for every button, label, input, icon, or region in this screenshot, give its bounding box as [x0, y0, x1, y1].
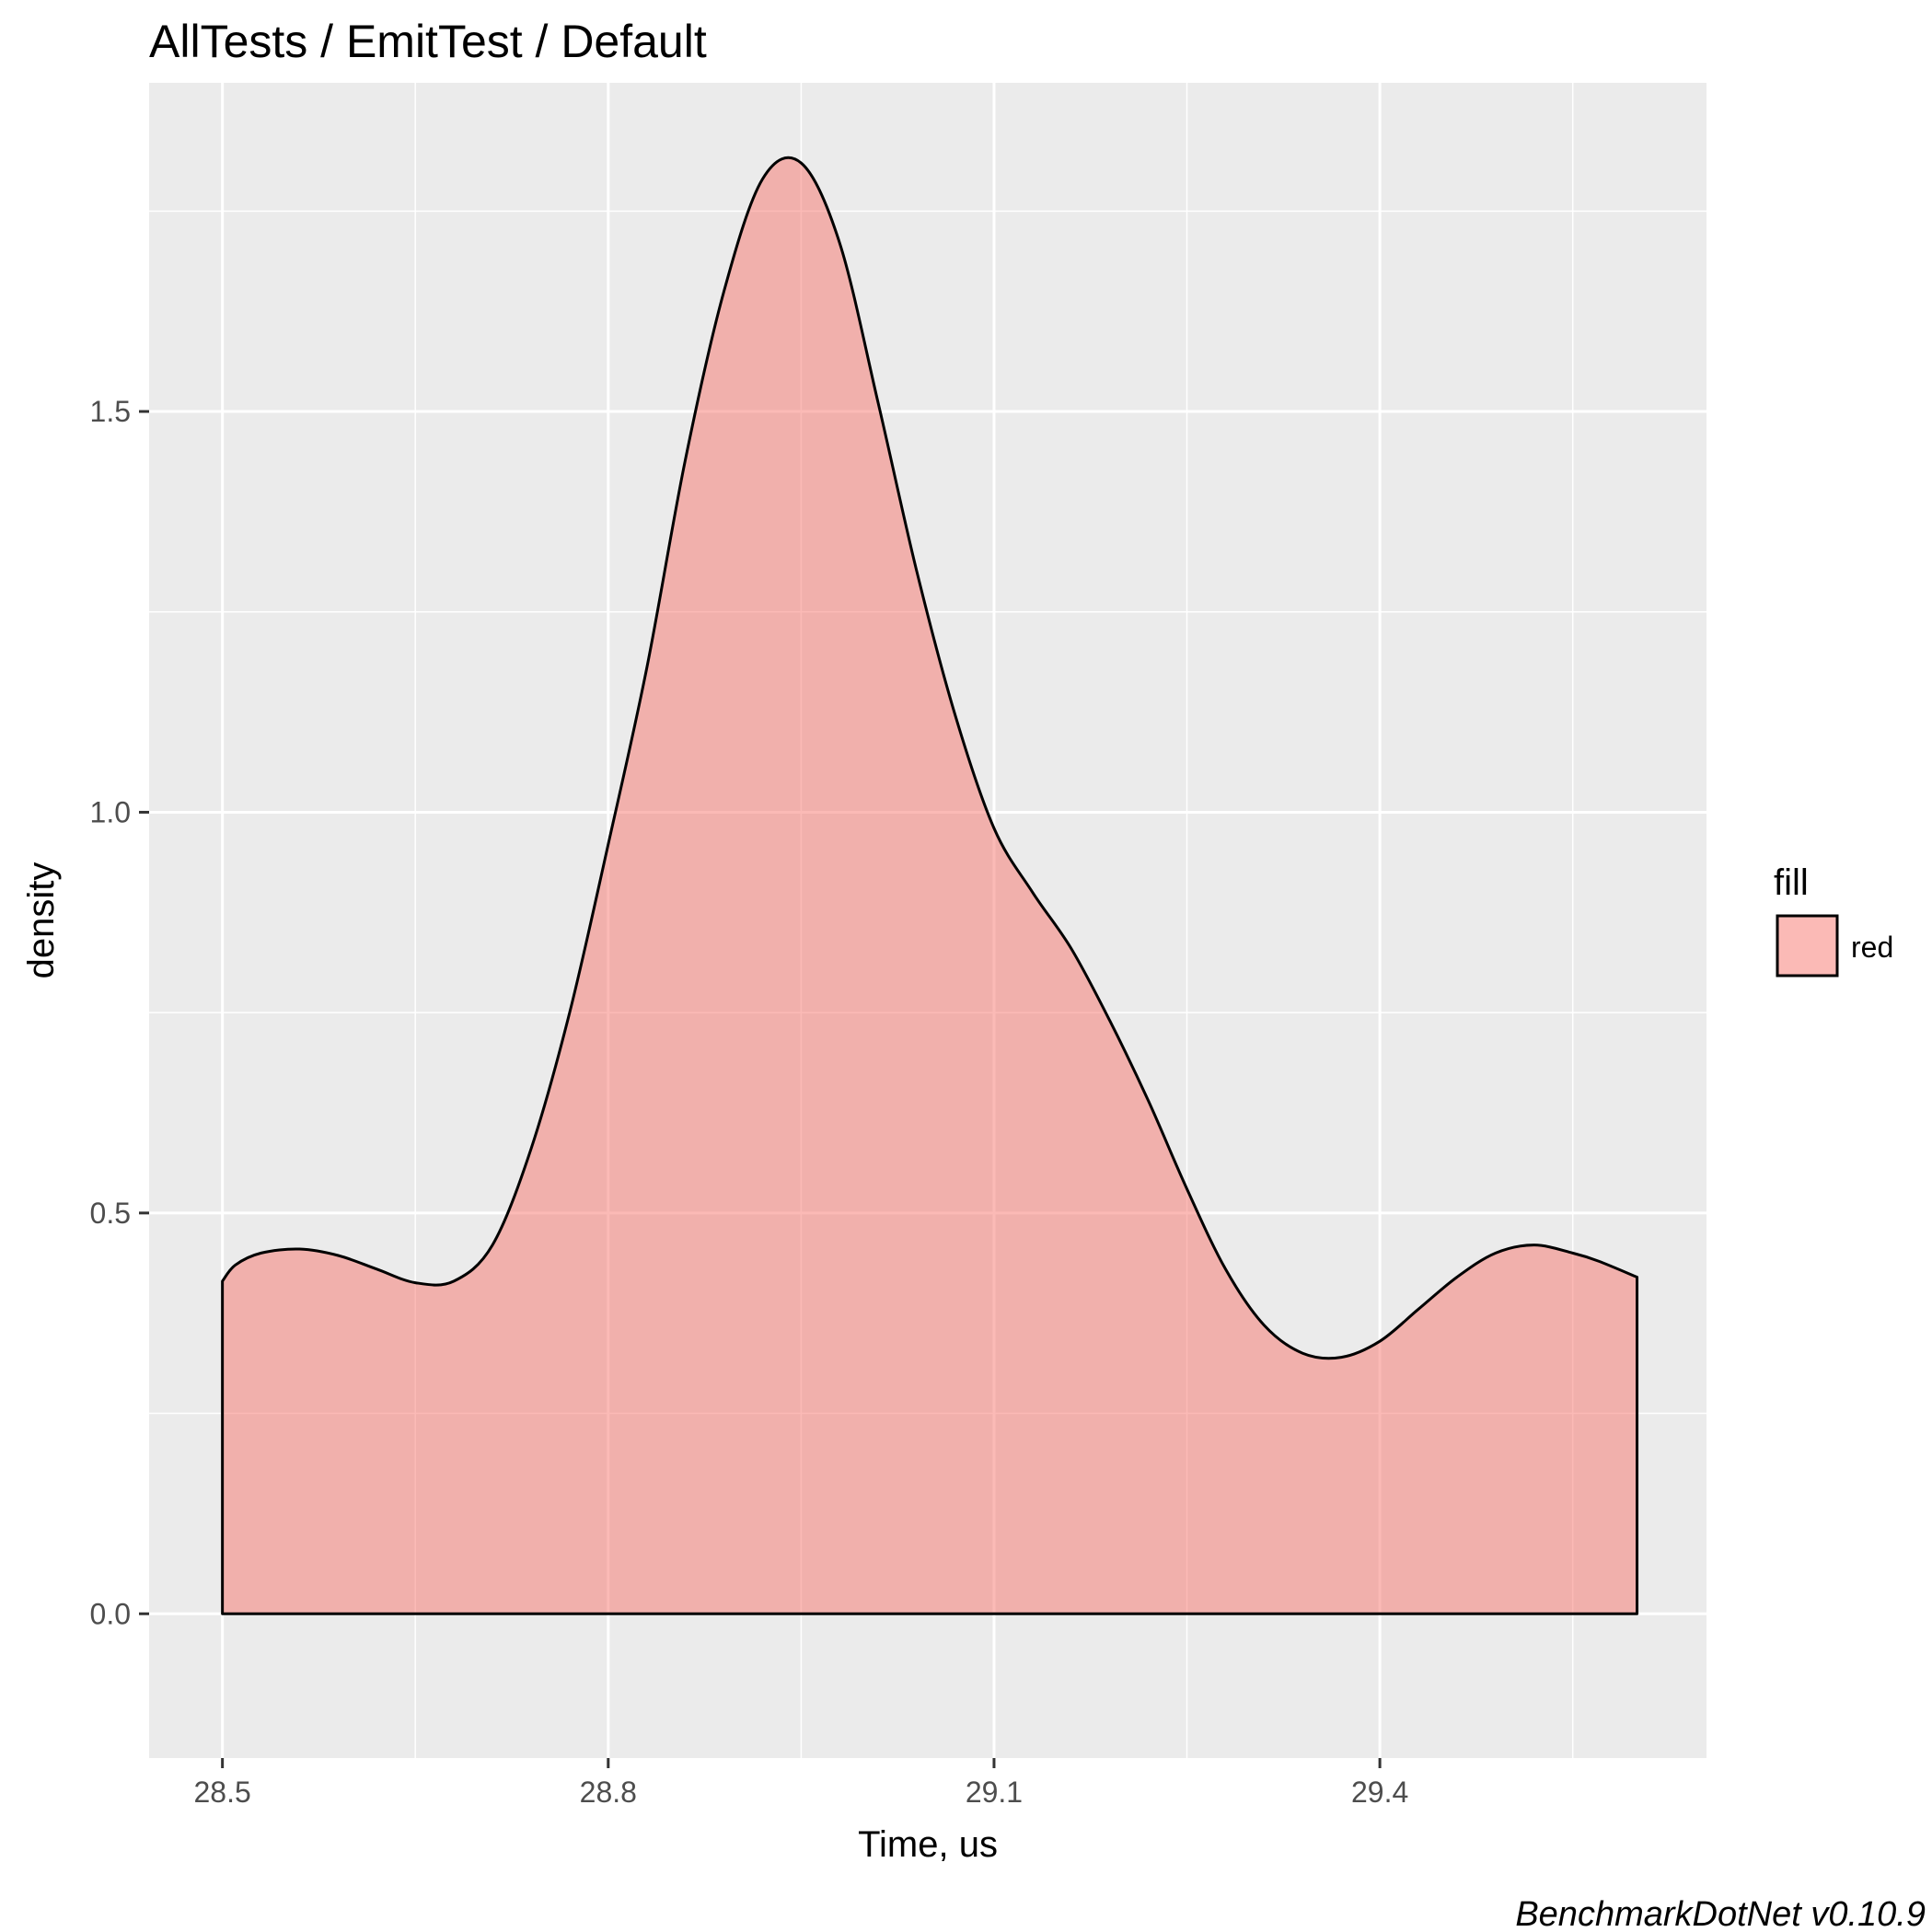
x-tick-label: 29.1	[966, 1776, 1023, 1809]
caption: BenchmarkDotNet v0.10.9	[1515, 1895, 1926, 1932]
chart-title: AllTests / EmitTest / Default	[149, 16, 707, 67]
density-area-red	[221, 156, 1639, 1615]
y-tick-label: 0.5	[90, 1197, 131, 1230]
y-tick-label: 0.0	[90, 1597, 131, 1630]
x-tick-label: 28.5	[193, 1776, 250, 1809]
x-tick-label: 29.4	[1351, 1776, 1408, 1809]
y-axis-title: density	[21, 862, 62, 979]
x-axis: 28.5 28.8 29.1 29.4	[193, 1758, 1408, 1809]
series-layer	[221, 156, 1639, 1615]
x-tick-label: 28.8	[580, 1776, 637, 1809]
y-axis: 0.0 0.5 1.0 1.5	[90, 395, 149, 1630]
y-tick-label: 1.0	[90, 795, 131, 828]
legend-title: fill	[1774, 862, 1809, 903]
x-axis-title: Time, us	[858, 1824, 998, 1865]
legend-key-red	[1776, 914, 1839, 978]
legend: fill red	[1774, 862, 1893, 978]
y-tick-label: 1.5	[90, 395, 131, 428]
legend-label-red: red	[1851, 931, 1893, 964]
